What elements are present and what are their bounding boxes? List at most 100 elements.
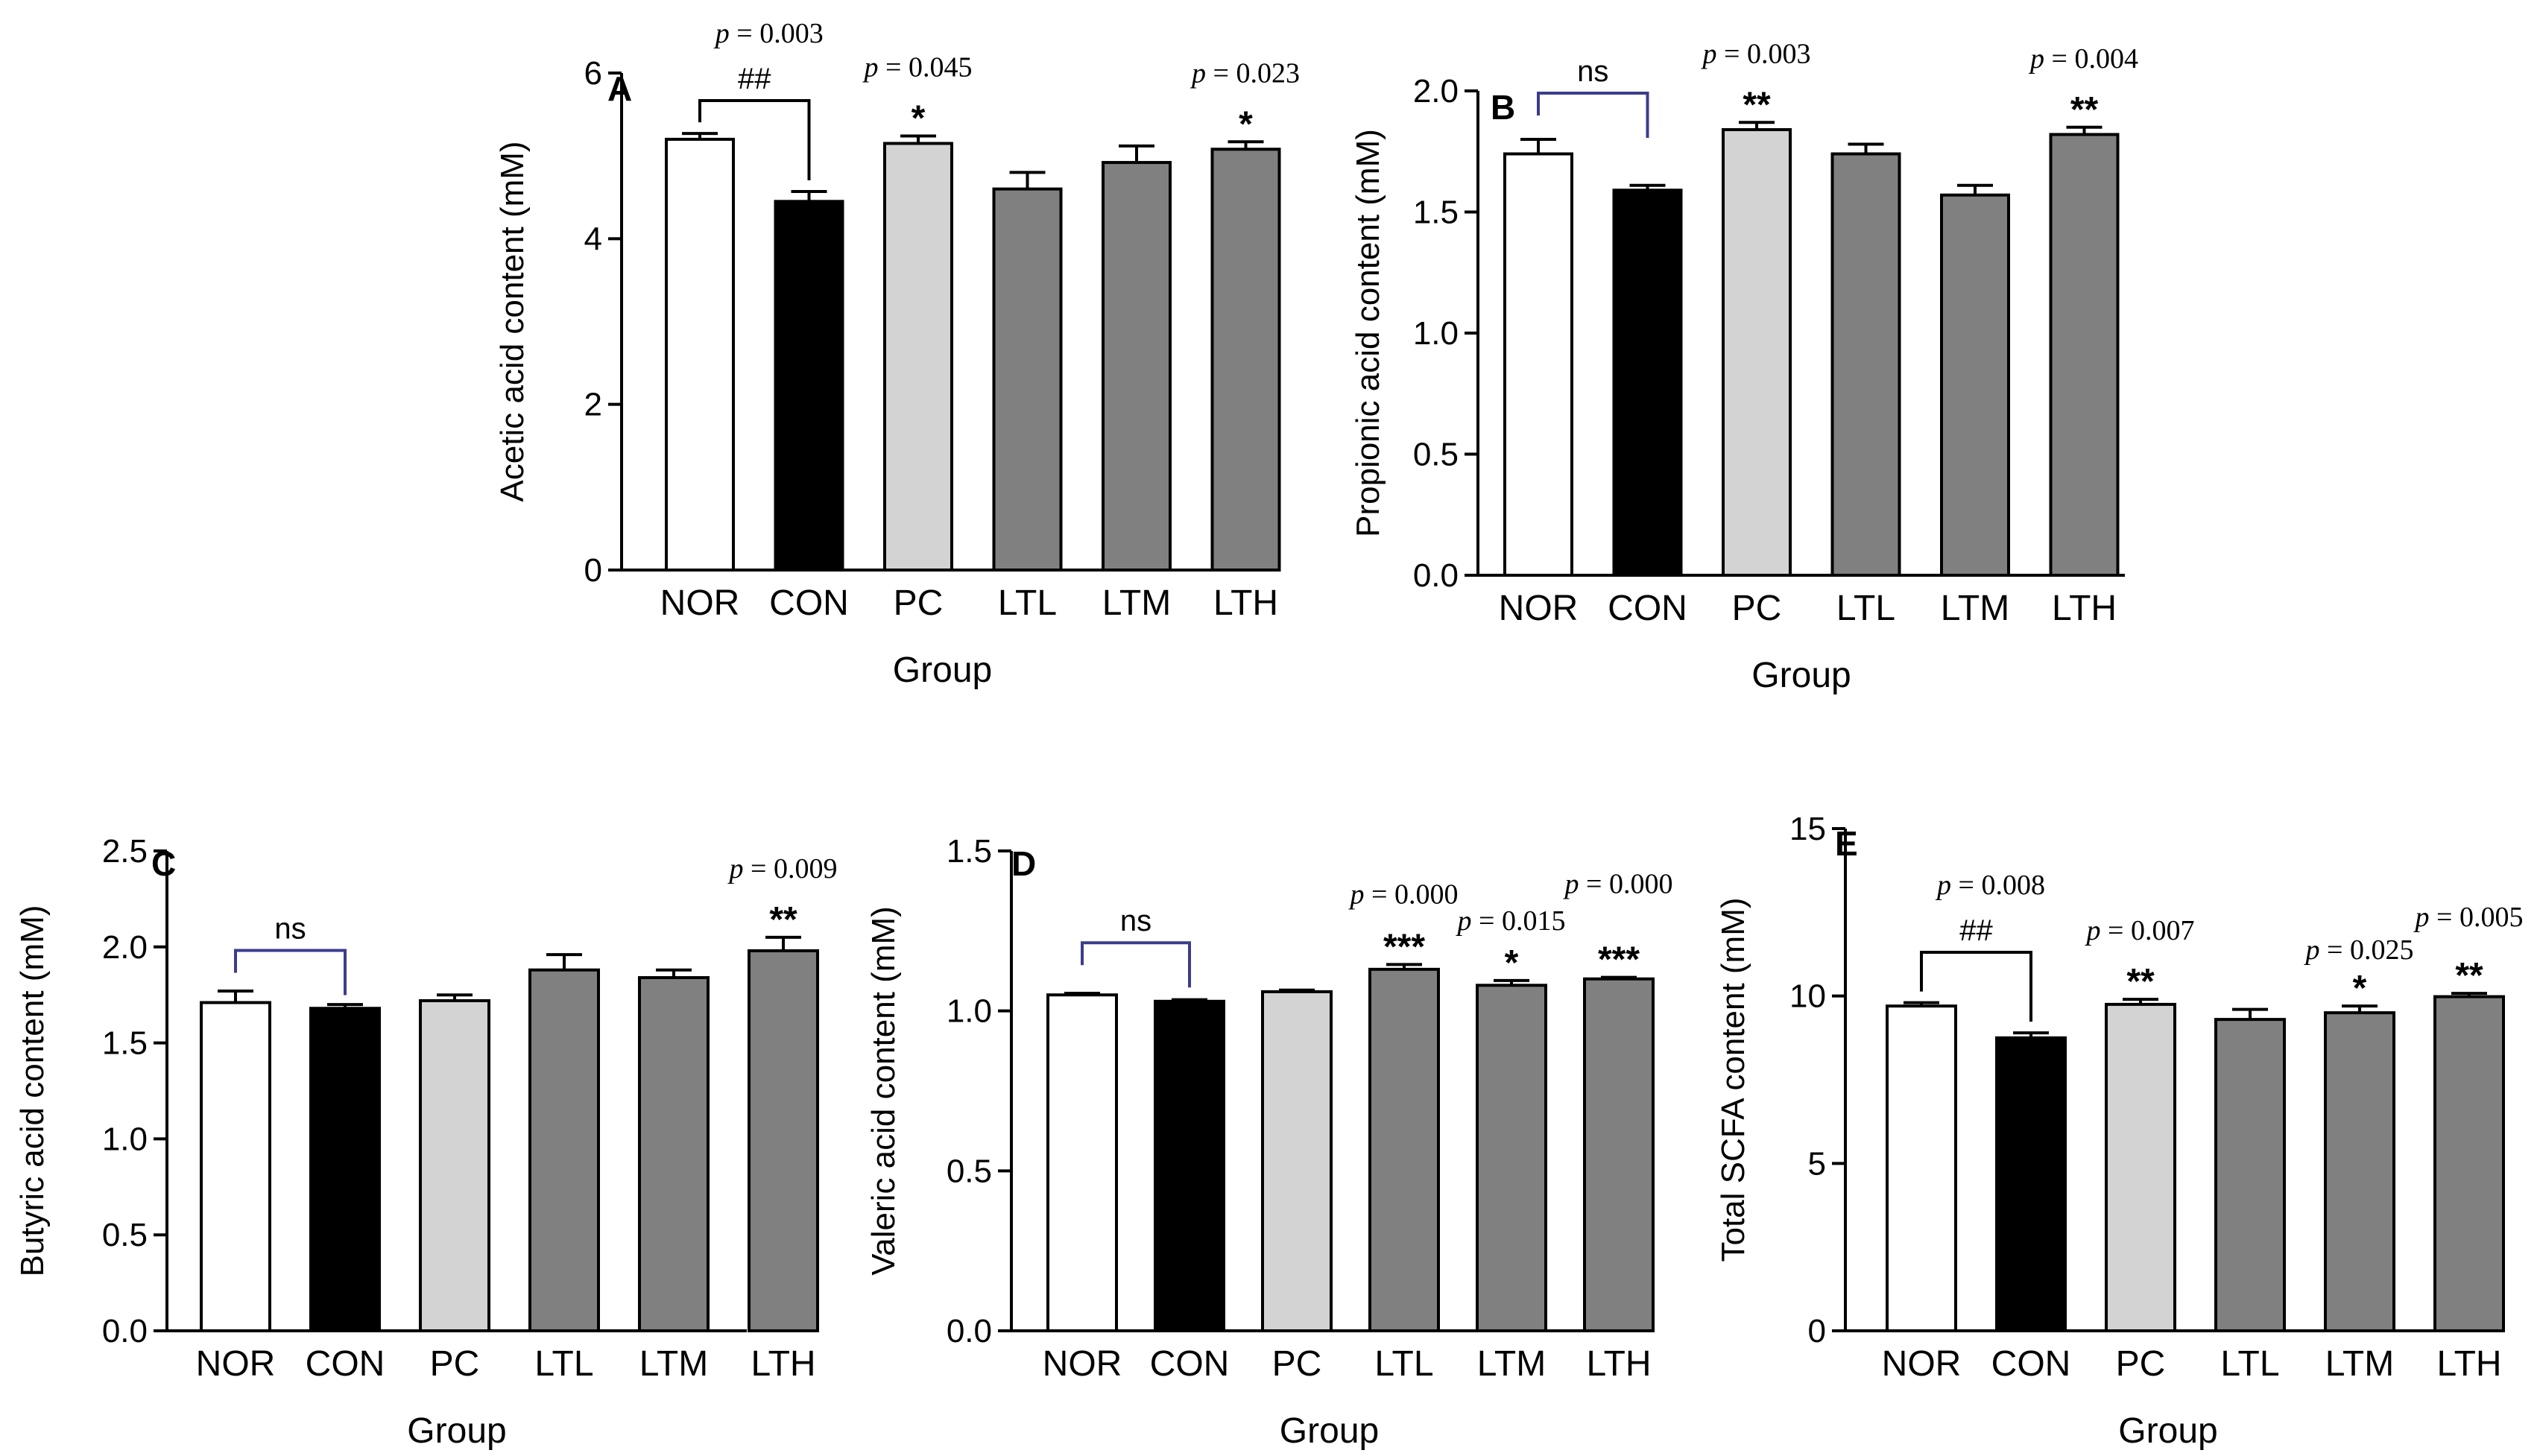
y-tick-label: 1.0 — [947, 993, 992, 1030]
x-tick-label: LTM — [1102, 583, 1171, 623]
y-tick-label: 1.5 — [102, 1025, 148, 1062]
bar-lth — [1583, 977, 1655, 1332]
bar-nor — [665, 137, 735, 572]
y-axis-label: Acetic acid content (mM) — [494, 141, 531, 501]
x-tick-label: PC — [1272, 1344, 1322, 1384]
x-tick-label: NOR — [1499, 589, 1579, 628]
x-axis-label: Group — [1280, 1411, 1379, 1451]
x-tick-label: LTL — [998, 583, 1057, 623]
comparison-bracket — [234, 949, 347, 996]
comparison-label: ## — [738, 63, 771, 95]
y-axis-label: Total SCFA content (mM) — [1715, 897, 1751, 1262]
p-value-label: p = 0.005 — [2413, 902, 2524, 933]
bar-ltm — [2324, 1011, 2395, 1332]
x-tick-label: LTM — [2325, 1344, 2394, 1384]
x-tick-label: NOR — [196, 1344, 276, 1384]
y-tick-label: 1.5 — [1413, 194, 1459, 231]
x-tick-label: PC — [2116, 1344, 2166, 1384]
significance-stars: * — [1239, 104, 1253, 144]
panel-label: A — [607, 69, 632, 108]
x-tick-label: LTM — [1477, 1344, 1546, 1384]
x-tick-label: LTL — [1374, 1344, 1433, 1384]
comparison-bracket — [1537, 92, 1649, 138]
p-value-label: p = 0.000 — [1563, 869, 1673, 900]
comparison-label: ns — [1120, 905, 1151, 937]
bar-ltm — [1102, 161, 1172, 572]
comparison-label: ns — [274, 913, 306, 946]
significance-stars: ** — [1743, 85, 1771, 124]
comparison-label: ## — [1959, 914, 1993, 947]
bar-ltl — [2214, 1018, 2286, 1332]
bar-con — [1995, 1036, 2067, 1333]
bar-nor — [200, 1001, 271, 1333]
y-tick-label: 0.5 — [1413, 437, 1459, 473]
bar-con — [774, 200, 844, 572]
p-value-label: p = 0.025 — [2304, 934, 2414, 966]
p-value-label: p = 0.023 — [1190, 57, 1300, 89]
bar-nor — [1503, 152, 1573, 577]
x-tick-label: LTM — [639, 1344, 708, 1384]
chart-panel-c: 0.0 0.5 1.0 1.5 2.0 2.5 Butyric acid content (… — [14, 833, 837, 1451]
bar-lth — [748, 949, 819, 1333]
x-axis-label: Group — [1751, 656, 1851, 695]
p-value-label: p = 0.007 — [2085, 915, 2195, 946]
significance-stars: * — [912, 98, 926, 138]
significance-stars: * — [1505, 943, 1519, 983]
bar-pc — [419, 998, 490, 1332]
x-tick-label: CON — [1150, 1344, 1230, 1384]
significance-stars: ** — [2126, 962, 2155, 1001]
chart-panel-e: 0 5 10 15 Total SCFA content (mM) Group E NOR CO… — [1715, 811, 2523, 1451]
bar-pc — [2105, 1002, 2176, 1333]
y-tick-label: 1.5 — [947, 833, 992, 870]
p-value-label: p = 0.000 — [1348, 879, 1459, 910]
bar-pc — [1261, 990, 1333, 1332]
bar-ltl — [992, 187, 1063, 572]
x-tick-label: PC — [894, 583, 944, 623]
bar-ltm — [1940, 193, 2010, 577]
y-tick-label: 4 — [584, 221, 602, 257]
panel-label: B — [1491, 88, 1515, 127]
bar-lth — [2433, 995, 2505, 1332]
x-tick-label: NOR — [1882, 1344, 1962, 1384]
x-axis-label: Group — [407, 1411, 506, 1451]
bar-ltm — [1476, 984, 1547, 1332]
p-value-label: p = 0.045 — [862, 51, 973, 83]
y-tick-label: 10 — [1789, 978, 1826, 1015]
p-value-label: p = 0.004 — [2028, 43, 2138, 75]
y-tick-label: 2.0 — [102, 929, 148, 966]
panel-label: D — [1011, 844, 1036, 883]
x-tick-label: LTL — [1836, 589, 1895, 628]
chart-panel-d: 0.0 0.5 1.0 1.5 Valeric acid content (mM) Gro… — [865, 833, 1672, 1451]
p-value-label: p = 0.003 — [1701, 38, 1811, 69]
y-tick-label: 0.5 — [102, 1217, 148, 1253]
significance-stars: ** — [769, 900, 797, 940]
x-tick-label: CON — [1608, 589, 1687, 628]
x-tick-label: LTM — [1941, 589, 2009, 628]
x-tick-label: LTH — [1586, 1344, 1651, 1384]
bar-ltl — [1368, 967, 1440, 1333]
significance-stars: ** — [2455, 956, 2483, 996]
bar-lth — [1210, 148, 1281, 572]
y-tick-label: 2.5 — [102, 833, 148, 870]
x-tick-label: PC — [430, 1344, 480, 1384]
y-tick-label: 0.5 — [947, 1153, 992, 1189]
x-tick-label: CON — [306, 1344, 385, 1384]
panel-label: C — [151, 844, 176, 883]
p-value-label: p = 0.015 — [1456, 905, 1566, 937]
x-tick-label: PC — [1732, 589, 1782, 628]
comparison-bracket — [698, 99, 811, 180]
y-tick-label: 1.0 — [102, 1121, 148, 1157]
x-tick-label: NOR — [660, 583, 740, 623]
y-tick-label: 0.0 — [1413, 557, 1459, 594]
y-tick-label: 0.0 — [102, 1313, 148, 1349]
comparison-label: ns — [1577, 55, 1608, 88]
bar-ltl — [1830, 152, 1901, 577]
bar-con — [1154, 999, 1225, 1332]
x-tick-label: LTL — [2220, 1344, 2279, 1384]
y-axis-label: Butyric acid content (mM) — [14, 905, 51, 1277]
x-tick-label: CON — [769, 583, 849, 623]
significance-stars: *** — [1383, 927, 1425, 966]
y-tick-label: 5 — [1808, 1145, 1826, 1182]
x-axis-label: Group — [893, 651, 992, 690]
bar-con — [309, 1007, 381, 1333]
